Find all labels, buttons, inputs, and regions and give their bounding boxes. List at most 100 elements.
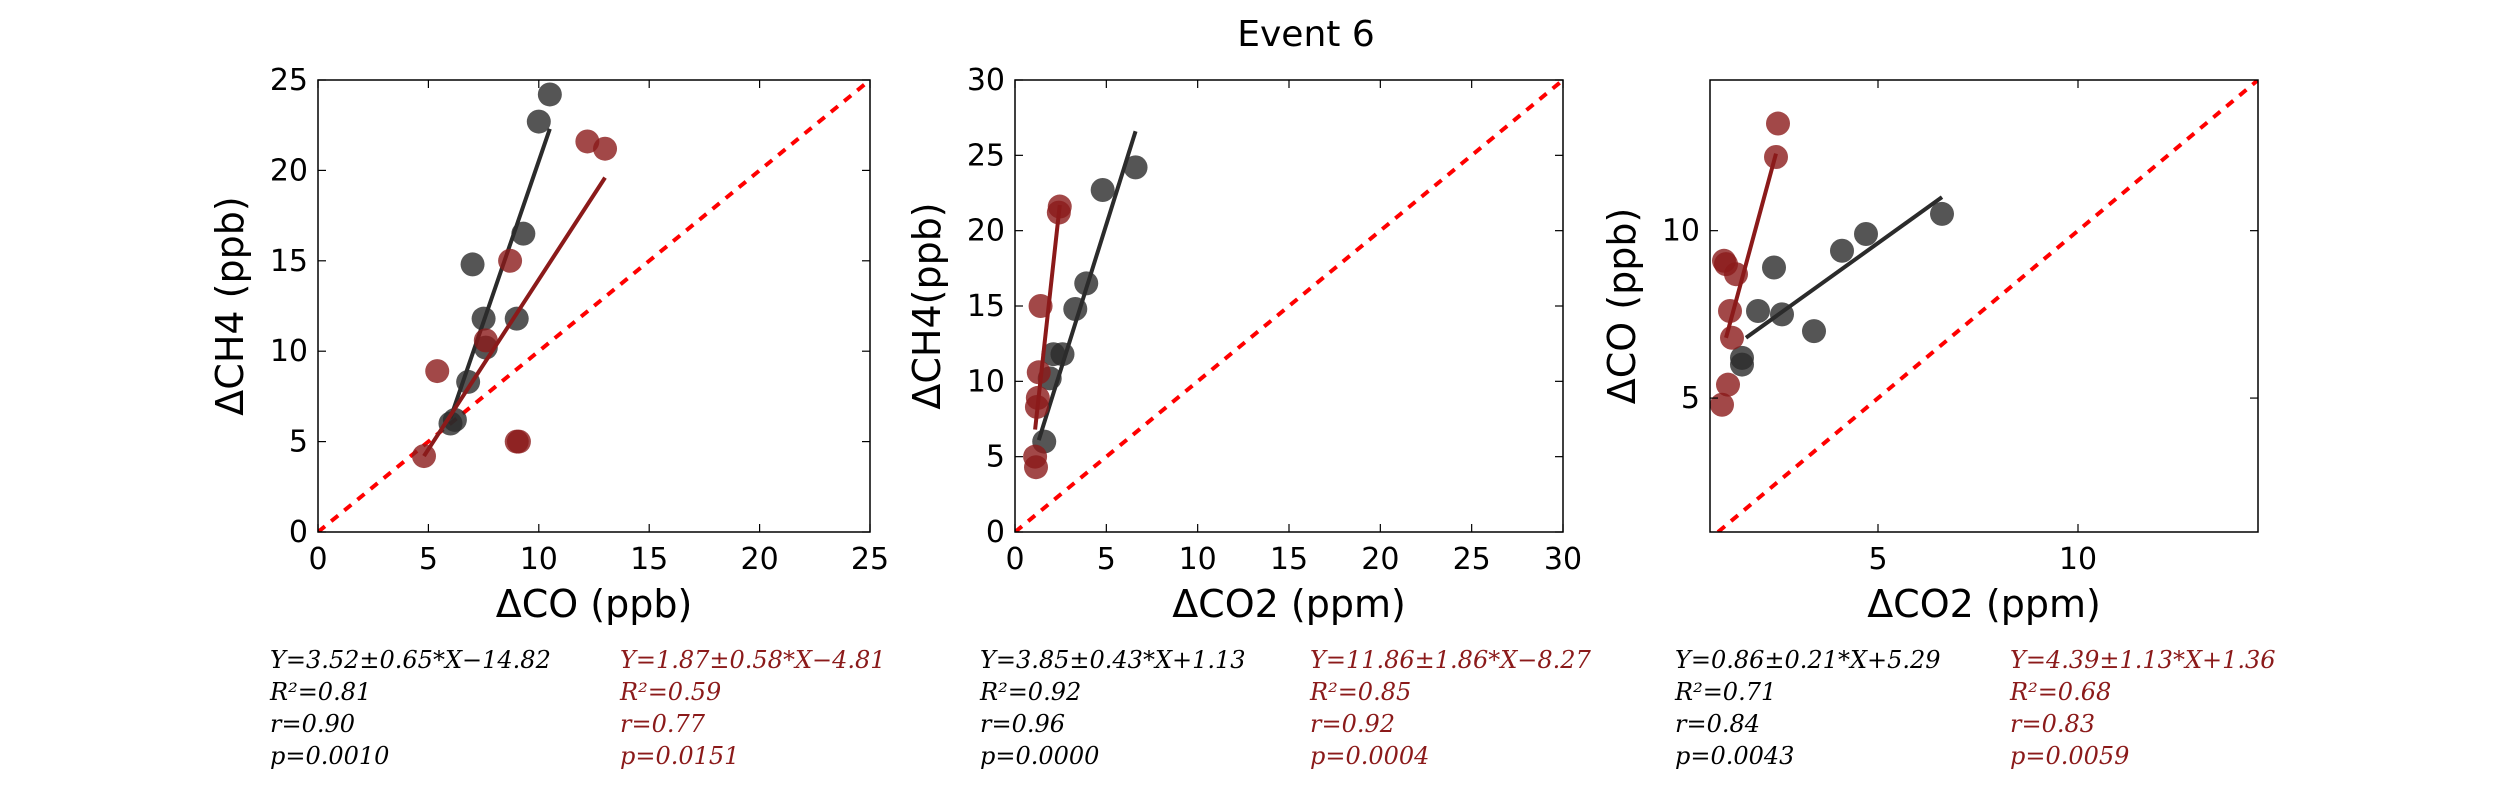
data-point-black <box>537 82 562 107</box>
y-axis-label: ΔCO (ppb) <box>1600 208 1644 405</box>
chart-panel-1: 0 5 10 15 20 25 0 5 10 15 20 25 ΔCO (ppb) ΔCH4 (ppb) Y… <box>208 63 889 770</box>
data-point-black <box>1762 255 1786 280</box>
y-tick-label: 15 <box>967 289 1005 324</box>
stats-p-red: p=0.0151 <box>620 742 739 770</box>
stats-r-red: r=0.83 <box>2010 710 2095 738</box>
y-tick-label: 10 <box>1662 214 1700 249</box>
stats-r2-red: R²=0.85 <box>1309 678 1411 706</box>
y-tick-label: 15 <box>270 244 308 279</box>
data-point-black <box>1090 177 1115 202</box>
x-axis-label: ΔCO (ppb) <box>496 582 693 626</box>
stats-equation-red: Y=1.87±0.58*X−4.81 <box>620 646 886 674</box>
data-point-black <box>526 109 551 134</box>
stats-r2-black: R²=0.92 <box>979 678 1081 706</box>
stats-p-black: p=0.0010 <box>270 742 389 770</box>
data-point-red <box>1024 455 1049 480</box>
data-point-black <box>1746 299 1770 324</box>
fit-line-red <box>422 176 607 458</box>
chart-panel-2: 0 5 10 15 20 25 30 0 5 10 15 20 25 30 ΔCO2 (ppm) ΔCH4(p… <box>905 63 1592 770</box>
y-tick-label: 20 <box>270 153 308 188</box>
data-point-red <box>506 429 531 454</box>
stats-p-black: p=0.0000 <box>980 742 1099 770</box>
x-tick-label: 20 <box>741 542 779 577</box>
data-point-red <box>473 328 498 353</box>
x-tick-label: 5 <box>419 542 438 577</box>
stats-equation-red: Y=11.86±1.86*X−8.27 <box>1310 646 1592 674</box>
y-tick-label: 10 <box>967 364 1005 399</box>
data-point-red <box>1716 372 1740 397</box>
stats-equation-red: Y=4.39±1.13*X+1.36 <box>2010 646 2276 674</box>
y-tick-label: 25 <box>270 63 308 98</box>
y-tick-label: 0 <box>289 515 308 550</box>
identity-line <box>1716 80 2258 532</box>
data-point-black <box>442 407 467 432</box>
y-tick-label: 0 <box>986 515 1005 550</box>
fit-line-red <box>1033 204 1062 430</box>
stats-p-red: p=0.0059 <box>2010 742 2129 770</box>
data-point-red <box>1720 325 1744 350</box>
x-tick-label: 25 <box>1453 542 1491 577</box>
data-point-red <box>1766 111 1790 136</box>
x-tick-label: 5 <box>1097 542 1116 577</box>
figure-title: Event 6 <box>1237 14 1374 55</box>
data-point-red <box>498 248 523 273</box>
chart-panel-3: 5 10 5 10 ΔCO2 (ppm) ΔCO (ppb) Y=0.86±0.21*X+5… <box>1600 79 2276 770</box>
data-point-black <box>1854 222 1878 247</box>
y-tick-label: 5 <box>1681 381 1700 416</box>
data-point-red <box>425 359 450 384</box>
y-axis-label: ΔCH4(ppb) <box>905 202 949 409</box>
x-tick-label: 5 <box>1868 542 1887 577</box>
data-point-red <box>1710 392 1734 417</box>
stats-r2-red: R²=0.68 <box>2009 678 2111 706</box>
fit-line-black <box>1036 130 1138 441</box>
stats-r2-black: R²=0.81 <box>269 678 371 706</box>
x-tick-label: 30 <box>1544 542 1582 577</box>
x-tick-label: 15 <box>1270 542 1308 577</box>
x-tick-label: 25 <box>851 542 889 577</box>
y-tick-label: 5 <box>986 440 1005 475</box>
x-tick-label: 10 <box>1179 542 1217 577</box>
fit-line-black <box>1744 195 1944 340</box>
stats-r2-red: R²=0.59 <box>619 678 721 706</box>
data-point-black <box>1802 319 1826 344</box>
stats-equation-black: Y=0.86±0.21*X+5.29 <box>1675 646 1941 674</box>
stats-equation-black: Y=3.85±0.43*X+1.13 <box>980 646 1246 674</box>
data-point-black <box>1930 201 1954 226</box>
stats-r-black: r=0.96 <box>980 710 1065 738</box>
stats-r2-black: R²=0.71 <box>1674 678 1776 706</box>
y-tick-label: 10 <box>270 334 308 369</box>
y-tick-label: 25 <box>967 138 1005 173</box>
stats-p-red: p=0.0004 <box>1310 742 1429 770</box>
data-point-black <box>460 252 485 277</box>
data-point-red <box>593 136 618 161</box>
x-tick-label: 10 <box>520 542 558 577</box>
plot-frame <box>1709 79 2259 533</box>
data-point-black <box>1730 345 1754 370</box>
stats-r-black: r=0.84 <box>1675 710 1760 738</box>
plot-frame <box>317 79 871 533</box>
x-tick-label: 0 <box>308 542 327 577</box>
data-point-black <box>1123 155 1148 180</box>
stats-r-red: r=0.77 <box>620 710 706 738</box>
x-tick-label: 15 <box>630 542 668 577</box>
fit-line-black <box>448 128 552 419</box>
stats-equation-black: Y=3.52±0.65*X−14.82 <box>270 646 551 674</box>
x-tick-label: 20 <box>1361 542 1399 577</box>
fit-line-red <box>1724 153 1778 339</box>
x-tick-label: 10 <box>2059 542 2097 577</box>
x-axis-label: ΔCO2 (ppm) <box>1172 582 1406 626</box>
stats-r-black: r=0.90 <box>270 710 355 738</box>
stats-p-black: p=0.0043 <box>1675 742 1794 770</box>
data-point-black <box>1830 238 1854 263</box>
data-point-red <box>1026 360 1051 385</box>
panels: 0 5 10 15 20 25 0 5 10 15 20 25 ΔCO (ppb) ΔCH4 (ppb) Y… <box>208 63 2276 770</box>
y-tick-label: 20 <box>967 214 1005 249</box>
x-tick-label: 0 <box>1005 542 1024 577</box>
y-tick-label: 30 <box>967 63 1005 98</box>
identity-line <box>1015 80 1563 532</box>
y-axis-label: ΔCH4 (ppb) <box>208 196 252 415</box>
y-tick-label: 5 <box>289 425 308 460</box>
x-axis-label: ΔCO2 (ppm) <box>1867 582 2101 626</box>
stats-r-red: r=0.92 <box>1310 710 1395 738</box>
